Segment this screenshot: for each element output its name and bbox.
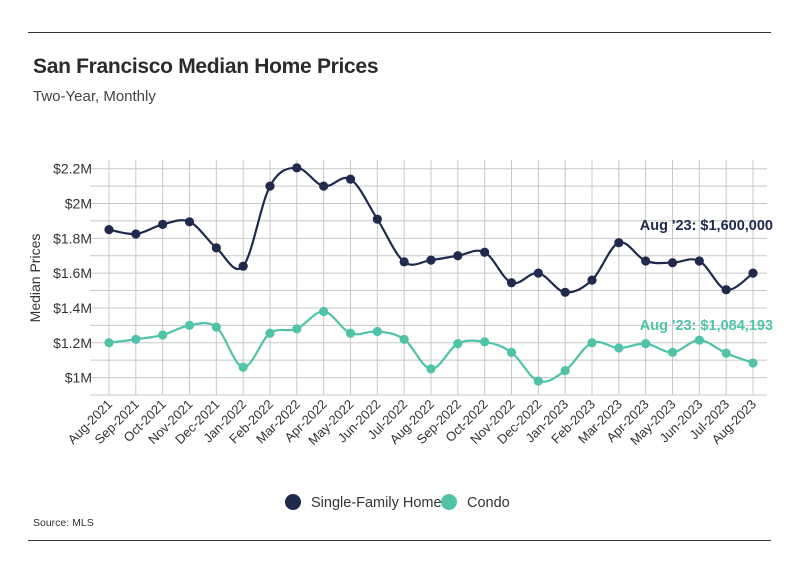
data-point-condo xyxy=(506,347,517,357)
legend: Single-Family Home Condo xyxy=(285,494,510,511)
series-points xyxy=(104,163,758,386)
data-point-single-family-home xyxy=(453,251,463,261)
legend-marker-condo xyxy=(441,494,457,510)
data-point-condo xyxy=(104,338,114,348)
data-point-condo xyxy=(292,324,302,334)
data-point-single-family-home xyxy=(292,163,302,173)
data-point-condo xyxy=(721,348,731,358)
data-point-single-family-home xyxy=(345,174,356,184)
data-point-single-family-home xyxy=(641,256,651,266)
data-point-condo xyxy=(345,328,356,338)
data-point-condo xyxy=(694,335,704,345)
legend-marker-single-family-home xyxy=(285,494,301,510)
data-point-condo xyxy=(319,306,329,317)
data-point-single-family-home xyxy=(480,247,490,257)
y-tick-label: $1.6M xyxy=(53,265,92,281)
data-point-single-family-home xyxy=(560,287,570,297)
data-point-condo xyxy=(667,347,678,357)
data-point-single-family-home xyxy=(667,258,678,268)
data-point-single-family-home xyxy=(506,278,517,288)
y-tick-label: $2M xyxy=(65,196,92,212)
y-tick-label: $1.2M xyxy=(53,335,92,351)
bottom-rule xyxy=(28,540,771,541)
legend-label-condo: Condo xyxy=(467,495,510,511)
data-point-single-family-home xyxy=(131,229,141,239)
data-point-condo xyxy=(641,339,651,349)
series-annotations: Aug '23: $1,600,000 Aug '23: $1,084,193 xyxy=(640,218,773,334)
data-point-single-family-home xyxy=(721,285,731,295)
data-point-single-family-home xyxy=(587,275,597,285)
chart-title: San Francisco Median Home Prices xyxy=(33,55,379,78)
y-tick-label: $1.8M xyxy=(53,230,92,246)
data-point-single-family-home xyxy=(238,261,248,271)
data-point-condo xyxy=(748,358,758,368)
y-tick-label: $1M xyxy=(65,370,92,386)
data-point-condo xyxy=(614,343,624,353)
data-point-single-family-home xyxy=(694,256,704,266)
data-point-single-family-home xyxy=(211,243,221,253)
data-point-condo xyxy=(533,376,543,386)
data-point-condo xyxy=(265,328,275,338)
data-point-single-family-home xyxy=(372,214,382,224)
data-point-condo xyxy=(560,366,570,376)
data-point-single-family-home xyxy=(184,217,195,227)
data-point-single-family-home xyxy=(399,257,409,267)
data-point-single-family-home xyxy=(104,225,114,235)
chart-grid xyxy=(90,160,767,396)
legend-label-single-family-home: Single-Family Home xyxy=(311,495,442,511)
data-point-single-family-home xyxy=(319,181,329,191)
data-point-condo xyxy=(453,339,463,349)
data-point-condo xyxy=(131,334,141,344)
data-point-condo xyxy=(372,326,382,337)
y-tick-label: $1.4M xyxy=(53,300,92,316)
data-point-condo xyxy=(587,338,597,348)
data-point-condo xyxy=(480,337,490,347)
annotation-single-family-home: Aug '23: $1,600,000 xyxy=(640,218,773,234)
data-point-single-family-home xyxy=(748,268,758,278)
data-point-single-family-home xyxy=(265,181,275,191)
data-point-condo xyxy=(238,362,248,372)
data-point-single-family-home xyxy=(533,268,543,278)
source-note: Source: MLS xyxy=(33,517,94,529)
x-axis-ticks: Aug-2021Sep-2021Oct-2021Nov-2021Dec-2021… xyxy=(65,397,759,448)
y-axis-ticks: $1M $1.2M $1.4M $1.6M $1.8M $2M $2.2M xyxy=(53,161,92,386)
data-point-condo xyxy=(184,320,195,330)
data-point-condo xyxy=(426,364,436,374)
y-axis-label: Median Prices xyxy=(27,234,43,323)
chart-subtitle: Two-Year, Monthly xyxy=(33,88,156,105)
data-point-single-family-home xyxy=(158,219,168,230)
data-point-single-family-home xyxy=(426,255,436,265)
data-point-condo xyxy=(211,322,221,332)
annotation-condo: Aug '23: $1,084,193 xyxy=(640,318,773,334)
y-tick-label: $2.2M xyxy=(53,161,92,177)
data-point-single-family-home xyxy=(614,238,624,248)
data-point-condo xyxy=(158,330,168,340)
top-rule xyxy=(28,32,771,33)
data-point-condo xyxy=(399,334,409,344)
